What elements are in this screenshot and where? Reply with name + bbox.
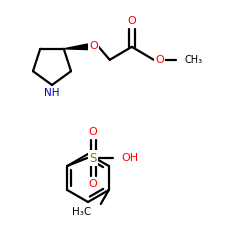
Polygon shape	[64, 44, 88, 50]
Text: O: O	[89, 127, 98, 137]
Text: OH: OH	[121, 153, 138, 163]
Text: H₃C: H₃C	[72, 207, 91, 217]
Text: NH: NH	[44, 88, 60, 98]
Text: O: O	[90, 41, 98, 51]
Text: CH₃: CH₃	[185, 55, 203, 65]
Text: O: O	[89, 179, 98, 189]
Text: O: O	[156, 55, 164, 65]
Text: S: S	[90, 152, 97, 164]
Text: O: O	[128, 16, 136, 26]
